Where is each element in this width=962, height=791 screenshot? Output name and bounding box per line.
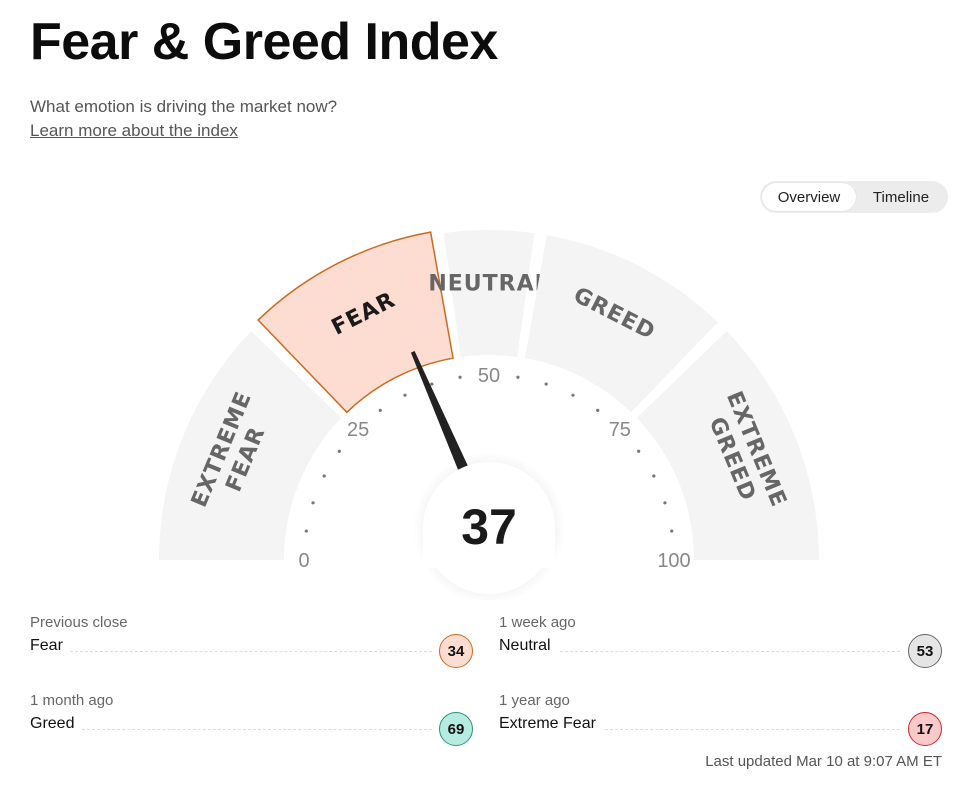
gauge-segment-label: NEUTRAL	[428, 272, 549, 297]
history-caption: 1 month ago	[30, 692, 114, 709]
history-value-badge: 17	[908, 712, 942, 746]
page-subtitle: What emotion is driving the market now?	[30, 97, 338, 116]
gauge-tick-dot	[311, 501, 315, 505]
page-title: Fear & Greed Index	[30, 13, 498, 71]
gauge-segment-extreme-fear	[159, 331, 342, 560]
gauge-scale-label: 100	[657, 550, 690, 572]
gauge-center-base	[423, 528, 555, 568]
gauge-tick-dot	[652, 474, 656, 478]
history-caption: Previous close	[30, 614, 128, 631]
gauge-value: 37	[461, 499, 517, 555]
gauge-scale-label: 0	[298, 550, 309, 572]
gauge-tick-dot	[516, 375, 520, 379]
history-value-badge: 34	[439, 634, 473, 668]
gauge-tick-dot	[670, 529, 674, 533]
gauge-segment-neutral	[443, 230, 535, 357]
dotted-leader	[605, 729, 900, 730]
history-label: Greed	[30, 715, 75, 732]
history-one-week: 1 week ago Neutral	[499, 614, 576, 655]
gauge-segment-fear	[257, 231, 454, 414]
gauge-scale-label: 75	[609, 419, 631, 441]
dotted-leader	[70, 651, 432, 652]
dotted-leader	[82, 729, 432, 730]
history-label: Neutral	[499, 637, 551, 654]
history-label: Extreme Fear	[499, 715, 596, 732]
history-value-badge: 53	[908, 634, 942, 668]
gauge-segment-greed	[524, 235, 718, 413]
gauge-tick-dot	[458, 375, 462, 379]
gauge-tick-dot	[544, 382, 548, 386]
timeline-tab[interactable]: Timeline	[872, 188, 930, 206]
gauge-segment-extreme-greed	[636, 331, 819, 560]
history-caption: 1 year ago	[499, 692, 570, 709]
gauge-tick-dot	[337, 449, 341, 453]
gauge-tick-dot	[322, 474, 326, 478]
history-caption: 1 week ago	[499, 614, 576, 631]
gauge-tick-dot	[304, 529, 308, 533]
learn-more-link[interactable]: Learn more about the index	[30, 121, 238, 140]
gauge-tick-dot	[403, 393, 407, 397]
history-one-year: 1 year ago Extreme Fear	[499, 692, 596, 733]
history-one-month: 1 month ago Greed	[30, 692, 113, 733]
gauge-tick-dot	[378, 408, 382, 412]
gauge-scale-label: 25	[347, 419, 369, 441]
gauge-tick-dot	[430, 382, 434, 386]
dotted-leader	[560, 651, 900, 652]
last-updated: Last updated Mar 10 at 9:07 AM ET	[705, 753, 942, 770]
gauge-tick-dot	[663, 501, 667, 505]
fear-greed-gauge: EXTREMEFEAR FEAR NEUTRAL GREED EXTREMEGREED 0…	[159, 230, 819, 600]
gauge-segment-label-line: NEUTRAL	[428, 272, 549, 297]
overview-tab[interactable]: Overview	[762, 183, 856, 211]
gauge-tick-dot	[571, 393, 575, 397]
gauge-scale-label: 50	[478, 365, 500, 387]
history-label: Fear	[30, 637, 63, 654]
gauge-tick-dot	[596, 408, 600, 412]
history-previous-close: Previous close Fear	[30, 614, 128, 655]
history-value-badge: 69	[439, 712, 473, 746]
view-toggle: Overview Timeline	[760, 181, 948, 213]
gauge-tick-dot	[637, 449, 641, 453]
